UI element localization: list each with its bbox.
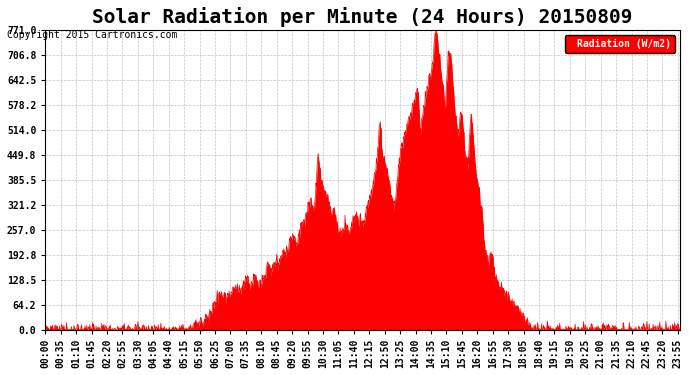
Legend: Radiation (W/m2): Radiation (W/m2)	[565, 35, 675, 52]
Text: Copyright 2015 Cartronics.com: Copyright 2015 Cartronics.com	[7, 30, 177, 39]
Title: Solar Radiation per Minute (24 Hours) 20150809: Solar Radiation per Minute (24 Hours) 20…	[92, 7, 633, 27]
